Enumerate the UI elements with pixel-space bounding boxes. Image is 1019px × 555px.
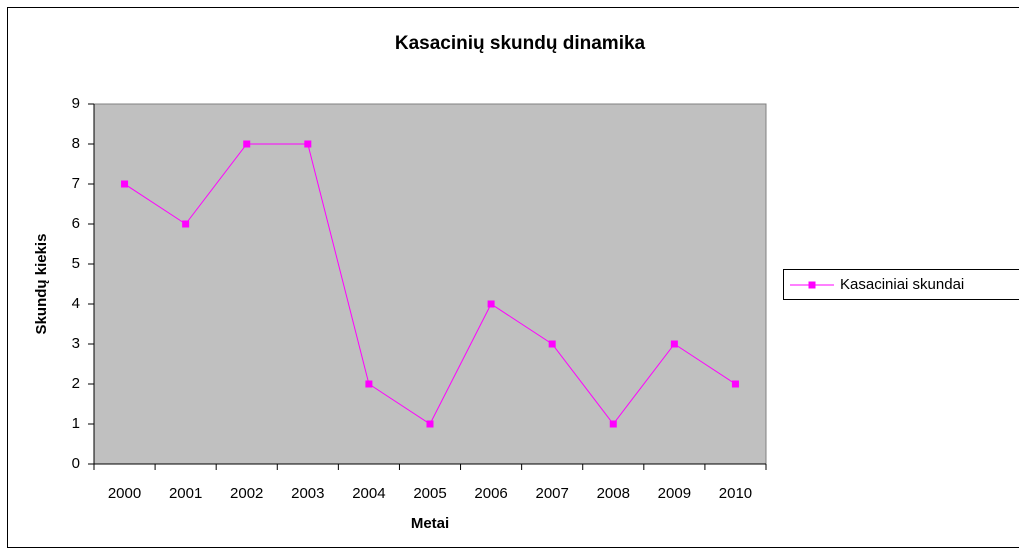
chart-title: Kasacinių skundų dinamika	[395, 33, 646, 54]
x-tick-label: 2003	[291, 485, 324, 502]
y-tick-label: 4	[72, 295, 80, 312]
x-tick-label: 2008	[597, 485, 630, 502]
x-tick-label: 2009	[658, 485, 691, 502]
x-tick-label: 2001	[169, 485, 202, 502]
legend-label: Kasaciniai skundai	[840, 276, 964, 293]
marker	[304, 140, 312, 148]
x-tick-label: 2006	[474, 485, 507, 502]
marker	[609, 420, 617, 428]
marker	[365, 380, 373, 388]
x-tick-label: 2004	[352, 485, 385, 502]
x-tick-label: 2010	[719, 485, 752, 502]
x-axis-label: Metai	[411, 515, 449, 532]
y-axis-label: Skundų kiekis	[33, 234, 50, 335]
marker	[182, 220, 190, 228]
y-tick-label: 6	[72, 215, 80, 232]
y-tick-label: 0	[72, 455, 80, 472]
y-tick-label: 8	[72, 135, 80, 152]
y-tick-label: 5	[72, 255, 80, 272]
marker	[731, 380, 739, 388]
marker	[121, 180, 129, 188]
y-tick-label: 9	[72, 95, 80, 112]
x-tick-label: 2000	[108, 485, 141, 502]
marker	[548, 340, 556, 348]
marker	[243, 140, 251, 148]
plot-area	[93, 103, 767, 465]
legend-marker	[808, 281, 816, 289]
marker	[426, 420, 434, 428]
marker	[670, 340, 678, 348]
y-tick-label: 7	[72, 175, 80, 192]
y-tick-label: 1	[72, 415, 80, 432]
y-tick-label: 3	[72, 335, 80, 352]
marker	[487, 300, 495, 308]
x-tick-label: 2005	[413, 485, 446, 502]
y-tick-label: 2	[72, 375, 80, 392]
x-tick-label: 2007	[535, 485, 568, 502]
x-tick-label: 2002	[230, 485, 263, 502]
